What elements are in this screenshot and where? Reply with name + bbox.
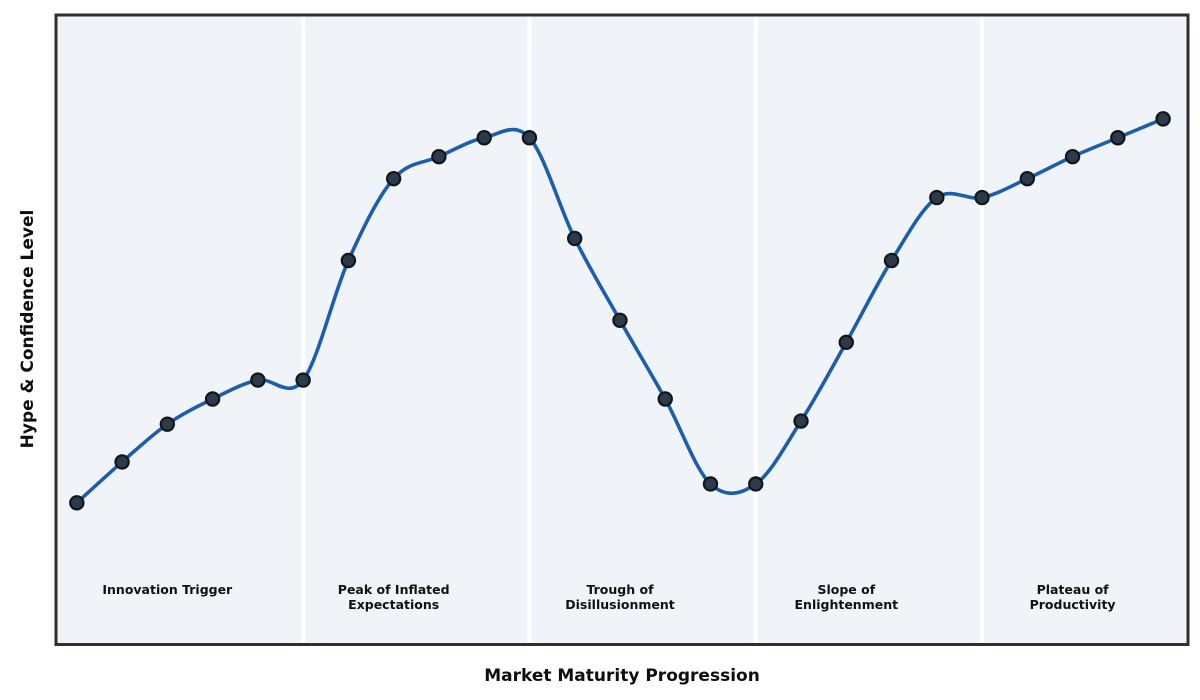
data-point-marker [69,495,85,511]
data-point-marker [838,334,854,351]
x-axis-label: Market Maturity Progression [484,666,760,686]
plot-border [54,13,1190,646]
data-point-marker [1110,130,1126,146]
phase-label: Peak of Inflated Expectations [337,582,450,612]
data-point-marker [385,170,402,187]
data-point-marker [476,130,492,146]
data-point-marker [1019,170,1036,187]
data-point-marker [1155,111,1171,127]
data-point-marker [295,372,311,388]
data-point-marker [702,476,719,492]
data-point-marker [748,476,764,492]
data-point-marker [521,130,538,146]
phase-separator [753,16,758,643]
data-point-marker [612,312,628,329]
phase-label: Plateau of Productivity [1029,582,1116,612]
data-point-marker [250,372,266,388]
data-point-marker [974,189,990,206]
y-axis-label: Hype & Confidence Level [18,209,38,449]
data-point-marker [340,252,357,269]
data-point-marker [204,391,221,407]
data-point-marker [159,416,176,432]
data-point-marker [657,391,673,407]
data-point-marker [1064,148,1081,165]
phase-label: Slope of Enlightenment [794,582,899,612]
data-point-marker [567,230,583,247]
data-point-marker [114,454,130,470]
phase-label: Trough of Disillusionment [565,582,675,612]
data-point-marker [431,148,447,165]
data-point-marker [883,252,900,269]
data-point-marker [929,189,945,206]
phase-separator [301,16,306,643]
phase-separator [980,16,985,643]
phase-label: Innovation Trigger [102,582,233,597]
plot-background [56,15,1188,645]
phase-separator [527,16,532,643]
data-point-marker [793,413,809,429]
